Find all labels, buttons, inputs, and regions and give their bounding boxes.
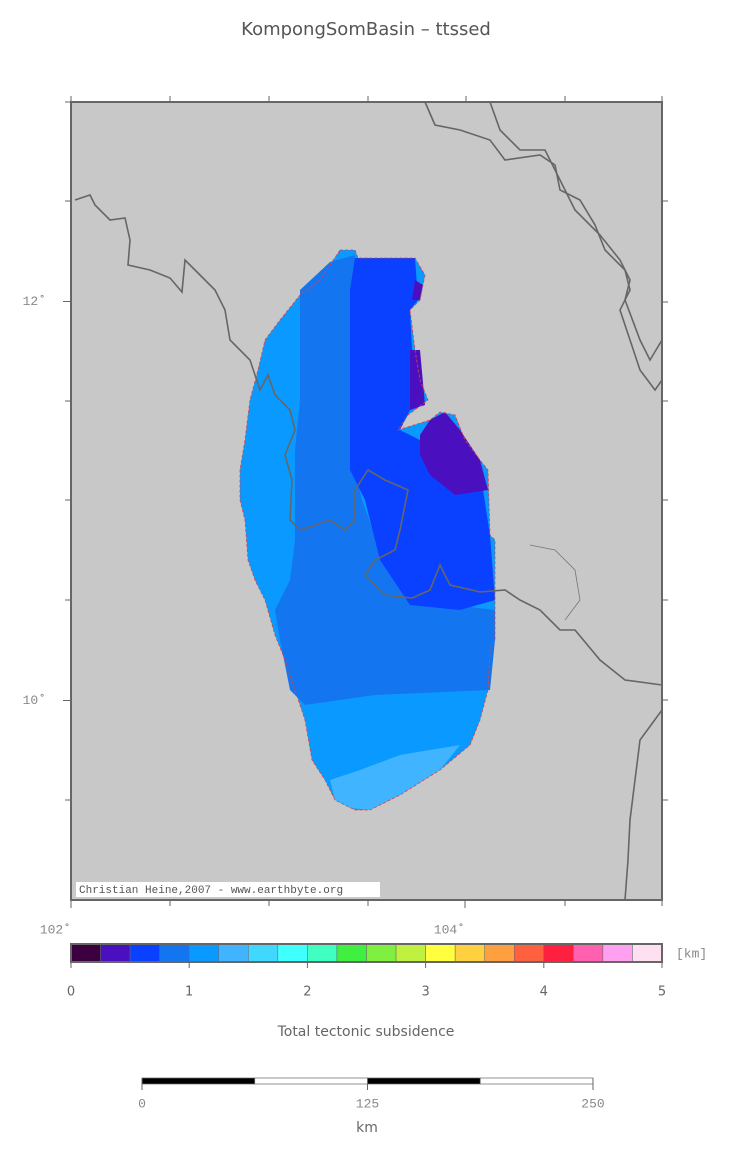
colorbar-swatch bbox=[514, 943, 545, 963]
x-tick-label: 104˚ bbox=[434, 922, 465, 937]
y-tick-label: 10˚ bbox=[23, 693, 46, 708]
colorbar-swatch bbox=[336, 943, 367, 963]
basin-outline bbox=[239, 249, 496, 811]
basin-zone bbox=[420, 412, 488, 495]
colorbar-tick-label: 0 bbox=[67, 985, 75, 1000]
scalebar-segment bbox=[367, 1077, 481, 1085]
colorbar-swatch bbox=[395, 943, 426, 963]
scalebar-segment bbox=[141, 1077, 256, 1085]
colorbar-swatch bbox=[307, 943, 338, 963]
y-tick-label: 12˚ bbox=[23, 294, 46, 309]
scalebar-segment bbox=[479, 1077, 594, 1085]
colorbar-swatch bbox=[277, 943, 308, 963]
coastline bbox=[489, 101, 663, 362]
scalebar-tick-label: 250 bbox=[581, 1096, 604, 1111]
colorbar-swatch bbox=[454, 943, 485, 963]
x-tick-label: 102˚ bbox=[40, 922, 71, 937]
colorbar-label: Total tectonic subsidence bbox=[277, 1024, 455, 1040]
colorbar-swatch bbox=[188, 943, 219, 963]
scalebar-tick-label: 125 bbox=[356, 1096, 379, 1111]
colorbar-tick-label: 5 bbox=[658, 985, 666, 1000]
colorbar-swatch bbox=[425, 943, 456, 963]
scalebar-tick-label: 0 bbox=[138, 1096, 146, 1111]
basin-zone bbox=[410, 350, 425, 410]
basin-zone bbox=[330, 745, 460, 810]
scalebar-segment bbox=[254, 1077, 368, 1085]
colorbar-tick-label: 3 bbox=[421, 985, 429, 1000]
basin-zone bbox=[350, 258, 495, 610]
colorbar-swatch bbox=[632, 943, 663, 963]
colorbar-swatch bbox=[218, 943, 249, 963]
map-frame: Christian Heine,2007 - www.earthbyte.org bbox=[70, 101, 663, 901]
colorbar-swatch bbox=[602, 943, 633, 963]
title: KompongSomBasin – ttssed bbox=[241, 19, 491, 40]
colorbar-swatch bbox=[366, 943, 397, 963]
basin bbox=[239, 249, 496, 811]
colorbar-border bbox=[70, 943, 663, 963]
coastline bbox=[74, 194, 663, 686]
colorbar-swatch bbox=[248, 943, 279, 963]
colorbar-swatch bbox=[573, 943, 604, 963]
colorbar-swatch bbox=[484, 943, 515, 963]
colorbar-tick-label: 4 bbox=[540, 985, 548, 1000]
colorbar-swatch bbox=[543, 943, 574, 963]
credit-box bbox=[76, 882, 380, 897]
credit: Christian Heine,2007 - www.earthbyte.org bbox=[79, 885, 343, 897]
basin-zone bbox=[412, 280, 423, 300]
colorbar-unit: [km] bbox=[676, 946, 707, 961]
coastline bbox=[424, 101, 663, 392]
minor-ticks bbox=[65, 96, 668, 906]
coastline bbox=[624, 709, 663, 901]
scalebar-unit: km bbox=[356, 1120, 378, 1136]
colorbar-swatch bbox=[70, 943, 101, 963]
river bbox=[529, 544, 581, 621]
colorbar-tick-label: 1 bbox=[185, 985, 193, 1000]
colorbar-swatch bbox=[159, 943, 190, 963]
map-border bbox=[70, 101, 663, 901]
basin-zone bbox=[275, 255, 495, 705]
colorbar-tick-label: 2 bbox=[303, 985, 311, 1000]
colorbar-swatch bbox=[129, 943, 160, 963]
colorbar-swatch bbox=[100, 943, 131, 963]
